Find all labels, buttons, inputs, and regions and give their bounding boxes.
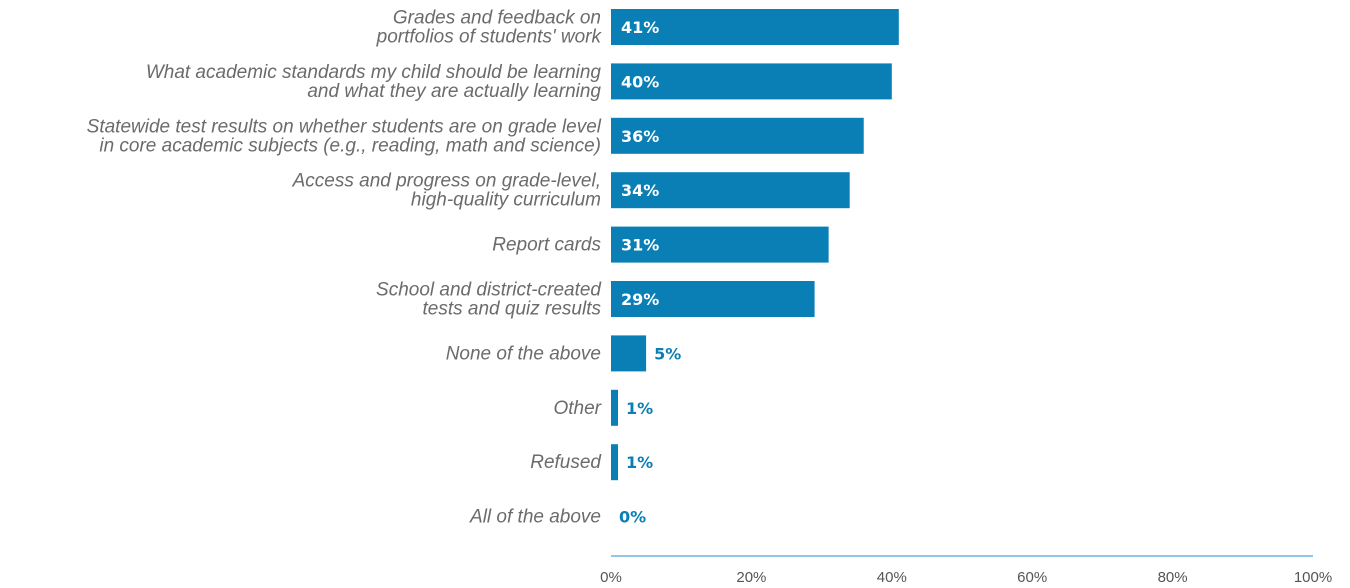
category-label: All of the above	[469, 507, 601, 528]
bar	[611, 226, 829, 263]
bar	[611, 117, 864, 154]
bars	[611, 9, 899, 481]
category-label: School and district-created tests and qui…	[376, 280, 602, 320]
value-labels: 41% 40% 36% 34% 31% 29% 5% 1% 1% 0%	[619, 18, 681, 527]
x-tick-label: 80%	[1158, 569, 1188, 586]
category-label: Report cards	[492, 235, 601, 256]
value-label: 40%	[621, 72, 659, 91]
category-label: Grades and feedback on portfolios of stud…	[376, 8, 603, 48]
value-label: 1%	[626, 399, 653, 418]
bar	[611, 389, 619, 426]
x-tick-label: 40%	[877, 569, 907, 586]
value-label: 36%	[621, 127, 659, 146]
bar	[611, 9, 899, 45]
x-tick-label: 60%	[1017, 569, 1047, 586]
category-labels: Grades and feedback on portfolios of stud…	[87, 8, 603, 528]
x-tick-label: 0%	[600, 569, 622, 586]
value-label: 31%	[621, 236, 659, 255]
bar	[611, 281, 815, 317]
x-tick-label: 100%	[1294, 569, 1332, 586]
bar	[611, 444, 619, 481]
bar	[611, 335, 647, 372]
bar	[611, 172, 850, 209]
value-label: 5%	[654, 344, 681, 363]
category-label: Access and progress on grade-level, high-…	[292, 171, 601, 211]
category-label: Refused	[530, 452, 602, 473]
x-tick-label: 20%	[736, 569, 766, 586]
value-label: 1%	[626, 453, 653, 472]
value-label: 41%	[621, 18, 659, 37]
category-label: Other	[553, 398, 601, 419]
x-axis-ticks: 0% 20% 40% 60% 80% 100%	[600, 569, 1332, 586]
value-label: 0%	[619, 508, 646, 527]
category-label: None of the above	[446, 343, 601, 364]
category-label: What academic standards my child should …	[146, 62, 602, 102]
value-label: 29%	[621, 290, 659, 309]
value-label: 34%	[621, 181, 659, 200]
bar	[611, 63, 892, 100]
category-label: Statewide test results on whether studen…	[87, 116, 602, 156]
